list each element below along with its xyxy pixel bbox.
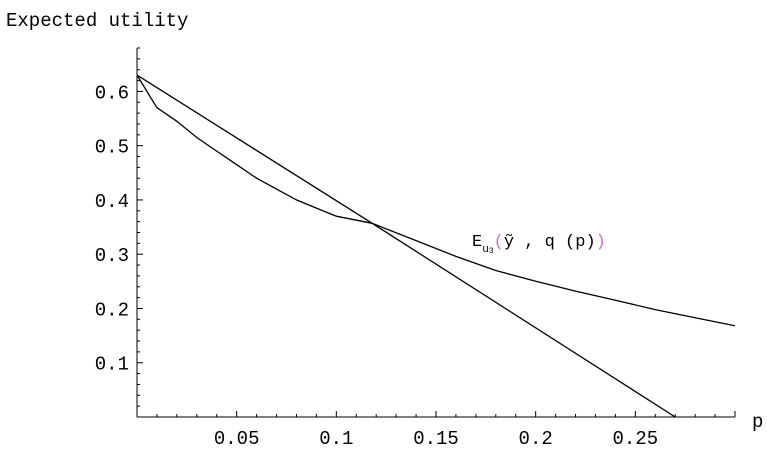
- x-axis-title: p: [752, 411, 763, 433]
- annot-subsub: 3: [489, 247, 494, 256]
- annot-close-paren: ): [596, 233, 606, 252]
- y-tick-label: 0.2: [95, 299, 129, 321]
- x-tick-label: 0.05: [214, 428, 260, 449]
- curve-annotation: Eu3(ỹ , q (p)): [472, 233, 606, 256]
- annot-middle: , q (p): [514, 233, 596, 252]
- series-line-2: [136, 74, 676, 418]
- x-tick-label: 0.25: [613, 428, 659, 449]
- y-tick-label: 0.1: [95, 354, 129, 376]
- y-tick-label: 0.6: [95, 82, 129, 104]
- axes: [136, 48, 735, 418]
- svg-text:Eu3(ỹ , q (p)): Eu3(ỹ , q (p)): [472, 233, 606, 256]
- x-ticks: 0.05 0.1 0.15 0.2 0.25: [156, 411, 736, 449]
- x-tick-label: 0.1: [319, 428, 353, 449]
- annot-sub: u: [482, 244, 489, 256]
- x-tick-label: 0.2: [519, 428, 553, 449]
- annot-y: ỹ: [504, 233, 514, 252]
- annot-e: E: [472, 233, 482, 252]
- y-tick-label: 0.3: [95, 245, 129, 267]
- series-line-1: [136, 74, 736, 327]
- y-tick-label: 0.5: [95, 137, 129, 159]
- y-ticks: 0.1 0.2 0.3 0.4 0.5 0.6: [95, 47, 143, 407]
- y-tick-label: 0.4: [95, 191, 129, 213]
- annot-open-paren: (: [494, 233, 504, 252]
- x-tick-label: 0.15: [413, 428, 459, 449]
- y-axis-title: Expected utility: [6, 10, 188, 32]
- series: [136, 74, 736, 418]
